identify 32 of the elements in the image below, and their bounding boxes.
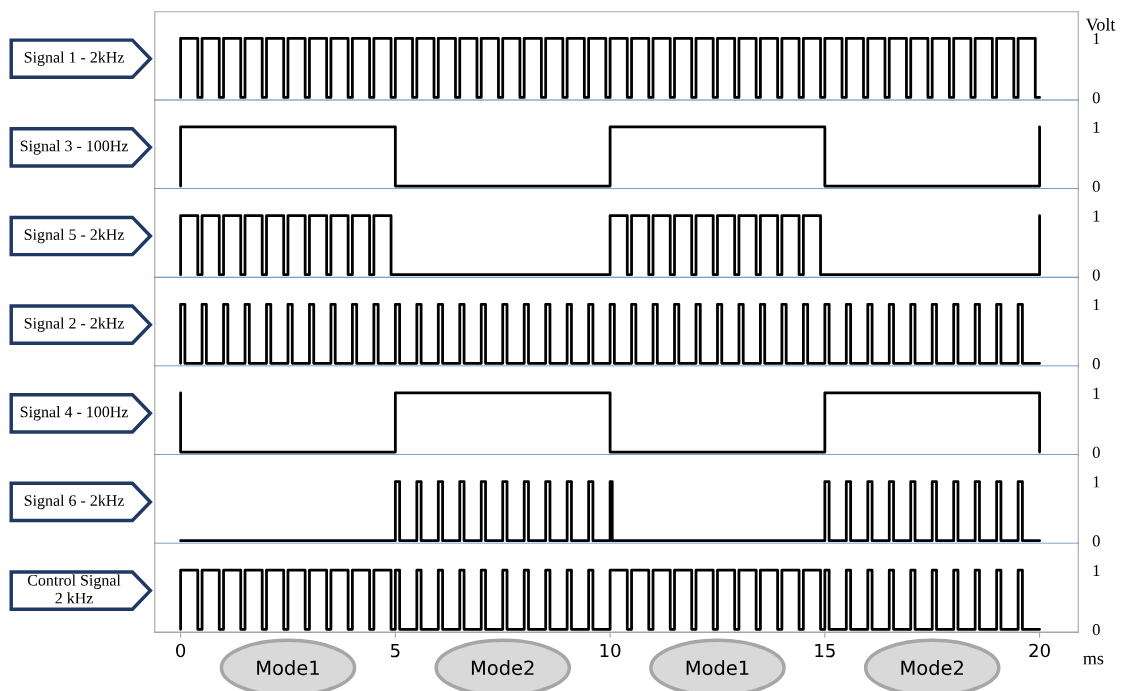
y-tick-label: 0 xyxy=(1092,446,1100,458)
text: Control Signal 2 kHz xyxy=(27,574,121,604)
x-axis-title: ms xyxy=(1083,655,1104,665)
text: Signal 4 - 100Hz xyxy=(20,406,128,421)
x-tick-label: 10 xyxy=(600,643,621,658)
y-tick-label: 0 xyxy=(1092,535,1100,547)
y-tick-label: 1 xyxy=(1093,299,1100,311)
x-tick-label: 15 xyxy=(815,643,835,658)
text: Signal 5 - 2kHz xyxy=(24,228,124,244)
y-tick-label: 0 xyxy=(1092,358,1100,370)
text: Signal 2 - 2kHz xyxy=(24,317,124,332)
y-tick-label: 0 xyxy=(1092,180,1100,193)
x-tick-label: 20 xyxy=(1029,643,1050,658)
text: Signal 6 - 2kHz xyxy=(24,494,124,510)
y-tick-label: 1 xyxy=(1093,121,1100,133)
y-axis-title: Volt xyxy=(1085,17,1116,31)
text: Mode2 xyxy=(901,660,963,676)
text: Mode1 xyxy=(257,660,319,676)
y-tick-label: 0 xyxy=(1092,269,1100,281)
y-tick-label: 1 xyxy=(1093,33,1100,45)
x-tick-label: 0 xyxy=(176,643,186,658)
y-tick-label: 1 xyxy=(1093,476,1100,488)
y-tick-label: 1 xyxy=(1093,210,1100,222)
text: Mode2 xyxy=(471,660,534,676)
y-tick-label: 1 xyxy=(1093,564,1100,576)
y-tick-label: 0 xyxy=(1092,624,1100,636)
text: Signal 1 - 2kHz xyxy=(24,51,124,66)
text: Mode1 xyxy=(686,660,749,676)
y-tick-label: 0 xyxy=(1092,92,1100,104)
y-tick-label: 1 xyxy=(1093,387,1100,399)
x-tick-label: 5 xyxy=(391,643,400,658)
text: Signal 3 - 100Hz xyxy=(20,140,128,155)
